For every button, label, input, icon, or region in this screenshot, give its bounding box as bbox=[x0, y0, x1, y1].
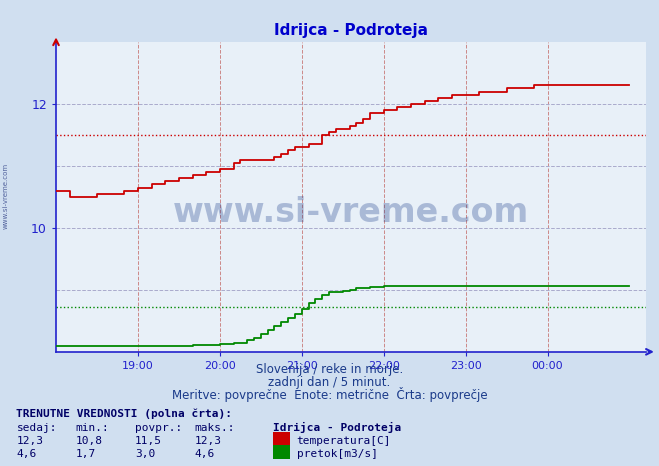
Text: 4,6: 4,6 bbox=[194, 449, 215, 459]
Text: 10,8: 10,8 bbox=[76, 436, 103, 445]
Text: 3,0: 3,0 bbox=[135, 449, 156, 459]
Text: maks.:: maks.: bbox=[194, 423, 235, 433]
Title: Idrijca - Podroteja: Idrijca - Podroteja bbox=[274, 23, 428, 38]
Text: 12,3: 12,3 bbox=[16, 436, 43, 445]
Text: 12,3: 12,3 bbox=[194, 436, 221, 445]
Text: temperatura[C]: temperatura[C] bbox=[297, 436, 391, 445]
Text: zadnji dan / 5 minut.: zadnji dan / 5 minut. bbox=[268, 376, 391, 389]
Text: pretok[m3/s]: pretok[m3/s] bbox=[297, 449, 378, 459]
Text: 1,7: 1,7 bbox=[76, 449, 96, 459]
Text: TRENUTNE VREDNOSTI (polna črta):: TRENUTNE VREDNOSTI (polna črta): bbox=[16, 409, 233, 419]
Text: 4,6: 4,6 bbox=[16, 449, 37, 459]
Text: www.si-vreme.com: www.si-vreme.com bbox=[2, 163, 9, 229]
Text: Slovenija / reke in morje.: Slovenija / reke in morje. bbox=[256, 363, 403, 376]
Text: Meritve: povprečne  Enote: metrične  Črta: povprečje: Meritve: povprečne Enote: metrične Črta:… bbox=[172, 387, 487, 402]
Text: Idrijca - Podroteja: Idrijca - Podroteja bbox=[273, 422, 402, 433]
Text: 11,5: 11,5 bbox=[135, 436, 162, 445]
Text: povpr.:: povpr.: bbox=[135, 423, 183, 433]
Text: min.:: min.: bbox=[76, 423, 109, 433]
Text: sedaj:: sedaj: bbox=[16, 423, 57, 433]
Text: www.si-vreme.com: www.si-vreme.com bbox=[173, 196, 529, 229]
